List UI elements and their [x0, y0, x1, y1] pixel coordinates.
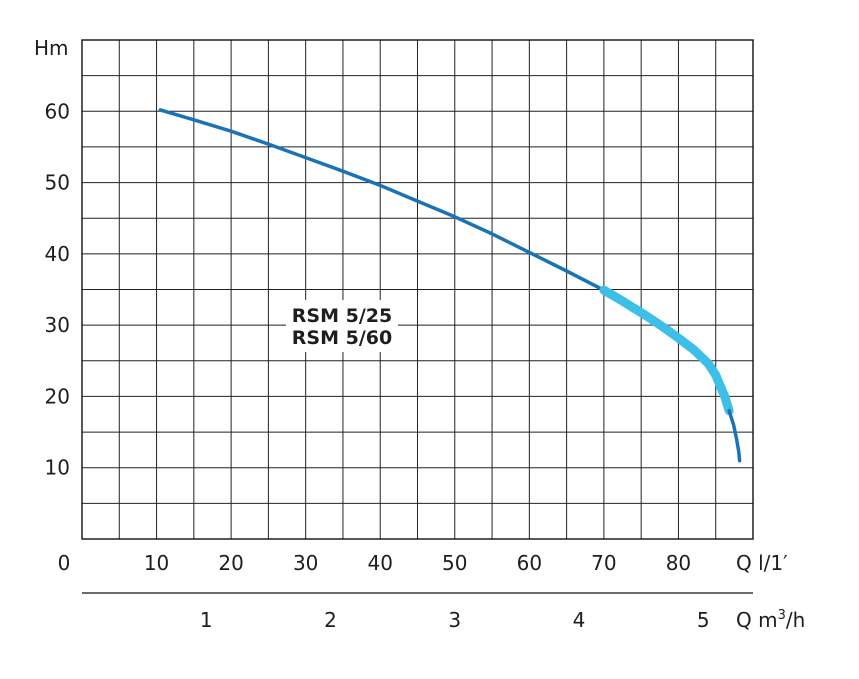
y-tick-label: 20 — [45, 384, 70, 408]
x-tick-label: 30 — [293, 551, 318, 575]
x-tick-label: 80 — [666, 551, 691, 575]
y-tick-label: 10 — [45, 456, 70, 480]
origin-label: 0 — [58, 551, 71, 575]
x2-tick-label: 5 — [697, 608, 710, 632]
x2-tick-label: 4 — [573, 608, 586, 632]
x-tick-label: 50 — [442, 551, 467, 575]
x2-axis-title-tail: /h — [786, 608, 805, 632]
x-tick-label: 40 — [367, 551, 392, 575]
plot-frame — [81, 39, 754, 540]
x2-tick-label: 2 — [324, 608, 337, 632]
series-label: RSM 5/25 — [292, 305, 392, 327]
y-tick-label: 60 — [45, 99, 70, 123]
x-tick-label: 60 — [517, 551, 542, 575]
x-tick-label: 20 — [218, 551, 243, 575]
x2-axis-title-main: Q m — [736, 608, 778, 632]
y-tick-label: 40 — [45, 242, 70, 266]
x-tick-label: 70 — [591, 551, 616, 575]
pump-curve-segment — [599, 285, 734, 416]
x2-axis-title: Q m3/h — [736, 608, 805, 632]
pump-curve-segment — [158, 108, 606, 292]
y-tick-label: 30 — [45, 313, 70, 337]
series-label: RSM 5/60 — [292, 327, 392, 349]
y-tick-label: 50 — [45, 171, 70, 195]
x-tick-label: 10 — [144, 551, 169, 575]
pump-curve-segment — [727, 408, 742, 463]
x-axis-title: Q l/1′ — [736, 551, 788, 575]
series-label-box — [286, 300, 398, 352]
x2-axis-title-sup: 3 — [778, 608, 786, 623]
x2-tick-label: 1 — [200, 608, 213, 632]
x2-tick-label: 3 — [448, 608, 461, 632]
y-axis-title: Hm — [34, 36, 69, 60]
